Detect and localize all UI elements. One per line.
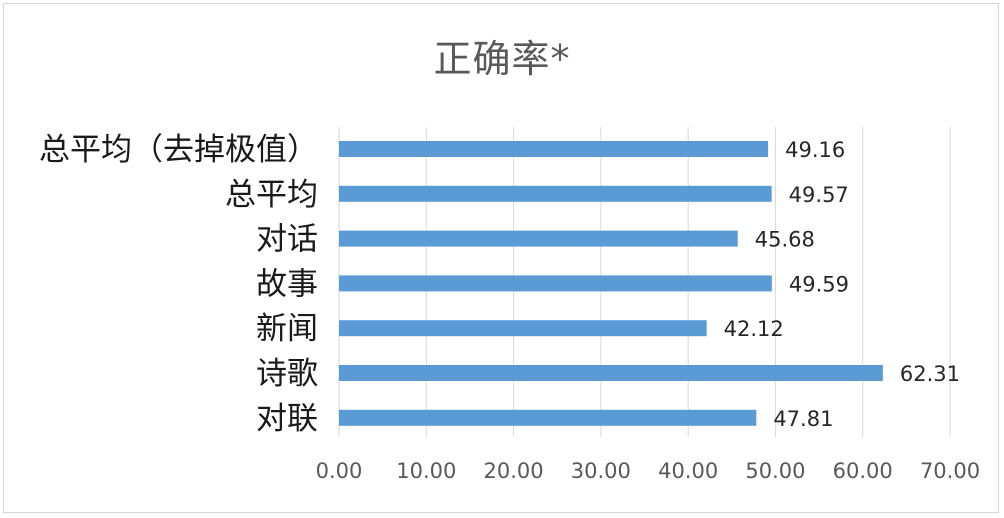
category-label: 诗歌 [256,356,318,392]
x-tick-label: 10.00 [396,459,456,483]
x-tick-label: 60.00 [833,459,893,483]
x-tick-label: 20.00 [484,459,544,483]
chart-frame [3,3,999,513]
category-label: 总平均（去掉极值） [39,132,318,168]
data-label: 47.81 [773,407,833,431]
bar [339,320,707,337]
x-tick-label: 0.00 [316,459,363,483]
x-tick-label: 40.00 [658,459,718,483]
x-tick-label: 70.00 [920,459,980,483]
category-label: 对话 [256,222,318,258]
x-tick-label: 50.00 [745,459,805,483]
bar [339,409,757,426]
category-label: 新闻 [256,311,318,347]
data-label: 49.16 [785,138,845,162]
data-label: 62.31 [900,362,960,386]
data-label: 49.57 [789,183,849,207]
bar [339,185,772,202]
x-tick-label: 30.00 [571,459,631,483]
category-label: 对联 [256,401,318,437]
bar [339,365,883,381]
bar [339,275,772,292]
bar [339,230,738,247]
category-label: 故事 [256,266,318,302]
category-label: 总平均 [225,177,318,213]
data-label: 42.12 [724,317,784,341]
data-label: 49.59 [789,272,849,296]
bar [339,141,769,157]
chart-title: 正确率* [433,37,571,81]
data-label: 45.68 [755,228,815,252]
